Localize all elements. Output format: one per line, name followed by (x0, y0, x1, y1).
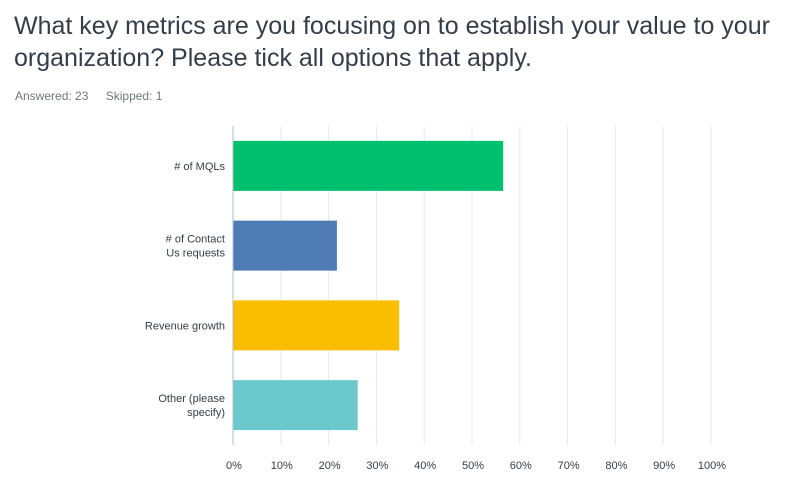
answered-count: Answered: 23 (15, 89, 89, 103)
bar (233, 140, 504, 191)
tick-label: 60% (510, 460, 532, 472)
tick-label: 0% (226, 460, 242, 472)
question-title: What key metrics are you focusing on to … (14, 12, 770, 72)
response-stats: Answered: 23 Skipped: 1 (15, 89, 176, 103)
tick-label: 70% (558, 460, 580, 472)
skipped-count: Skipped: 1 (105, 89, 163, 103)
tick-label: 10% (271, 460, 293, 472)
category-label: # of Contact (166, 234, 225, 246)
tick-label: 30% (366, 460, 388, 472)
chart-bars (233, 140, 504, 431)
category-label: Other (please (158, 393, 225, 405)
tick-label: 50% (462, 460, 484, 472)
category-label: Us requests (166, 248, 225, 260)
tick-label: 40% (414, 460, 436, 472)
tick-label: 20% (319, 460, 341, 472)
bar (233, 220, 337, 271)
chart-tick-labels: 0% 10% 20% 30% 40% 50% 60% 70% 80% 90% 100% (226, 460, 726, 472)
tick-label: 100% (698, 460, 726, 472)
category-label: Revenue growth (145, 320, 225, 332)
category-label: specify) (187, 407, 225, 419)
bar (233, 300, 400, 351)
category-label: # of MQLs (174, 161, 225, 173)
tick-label: 90% (653, 460, 675, 472)
bar (233, 380, 358, 431)
chart-category-labels: # of MQLs # of Contact Us requests Revenue … (145, 161, 226, 419)
tick-label: 80% (605, 460, 627, 472)
